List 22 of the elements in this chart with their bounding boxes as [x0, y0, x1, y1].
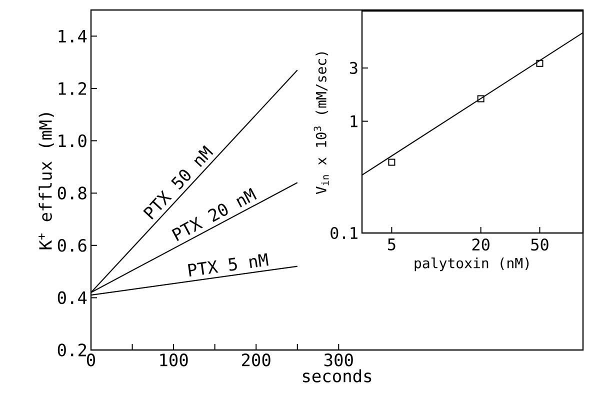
x-tick-label: 300	[324, 354, 353, 366]
text: PTX 5 nM	[188, 253, 268, 276]
x-tick-label: 50	[531, 238, 548, 251]
x-axis-title: seconds	[302, 369, 372, 382]
x-tick-label: 5	[388, 238, 396, 250]
x-tick-label: 0	[86, 354, 96, 366]
x-tick-label: 100	[160, 354, 188, 366]
y-tick-label: 1	[350, 115, 358, 128]
x-axis-title: palytoxin (nM)	[414, 257, 529, 272]
y-tick-label: 3	[350, 62, 358, 74]
y-tick-label: 0.1	[330, 226, 358, 240]
y-tick-label: 0.8	[58, 186, 86, 200]
y-axis-title: K$^{+}$ efflux (mM)	[38, 113, 54, 250]
y-tick-label: 0.4	[58, 291, 87, 304]
x-tick-label: 20	[472, 238, 490, 251]
y-tick-label: 0.2	[58, 344, 86, 356]
x-tick-label: 200	[242, 354, 270, 366]
y-tick-label: 0.6	[58, 238, 86, 252]
y-tick-label: 1.0	[58, 134, 86, 148]
y-tick-label: 1.2	[58, 82, 86, 95]
text: V$_{in}$ x 10$^{3}$ (mM/sec)	[314, 52, 329, 194]
y-tick-label: 1.4	[58, 30, 87, 42]
